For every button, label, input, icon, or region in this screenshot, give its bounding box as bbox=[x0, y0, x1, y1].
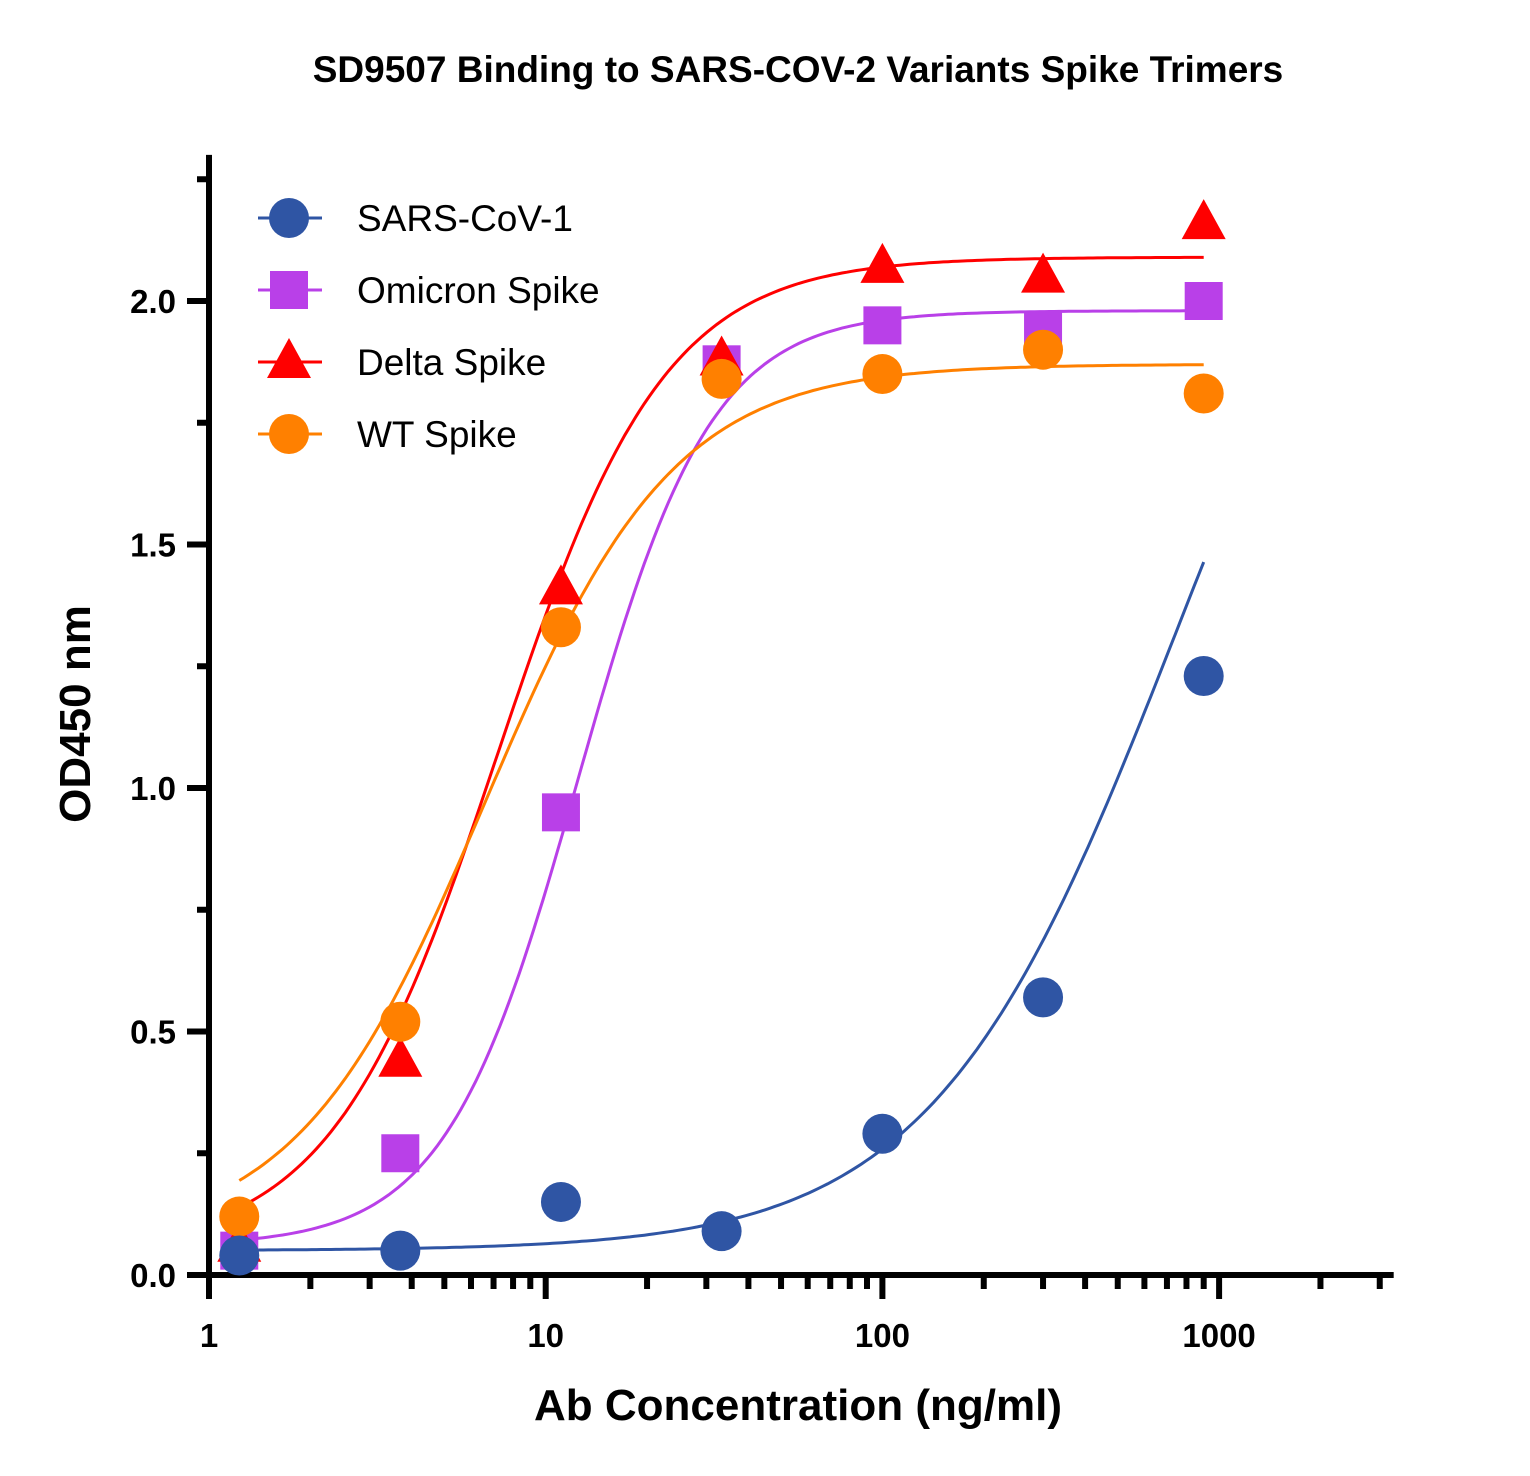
chart-title: SD9507 Binding to SARS-COV-2 Variants Sp… bbox=[313, 49, 1284, 90]
y-axis-label: OD450 nm bbox=[51, 605, 100, 823]
data-point-delta-spike bbox=[538, 564, 583, 605]
data-point-sars-cov-1 bbox=[380, 1230, 421, 1271]
y-tick-label: 2.0 bbox=[130, 283, 176, 320]
data-points bbox=[217, 199, 1226, 1276]
data-point-sars-cov-1 bbox=[862, 1113, 903, 1154]
x-axis-label: Ab Concentration (ng/ml) bbox=[534, 1381, 1062, 1430]
y-tick-label: 0.5 bbox=[130, 1014, 176, 1051]
data-point-sars-cov-1 bbox=[219, 1235, 260, 1276]
data-point-sars-cov-1 bbox=[1023, 977, 1064, 1018]
legend-marker bbox=[270, 271, 308, 309]
legend-marker bbox=[267, 338, 311, 378]
data-point-sars-cov-1 bbox=[540, 1181, 581, 1222]
legend-label: Omicron Spike bbox=[357, 270, 600, 311]
x-tick-label: 1 bbox=[200, 1317, 218, 1354]
fit-curves bbox=[238, 255, 1206, 1252]
y-tick-label: 1.0 bbox=[130, 770, 176, 807]
data-point-omicron-spike bbox=[863, 306, 902, 345]
y-tick-label: 1.5 bbox=[130, 527, 176, 564]
y-tick-label: 0.0 bbox=[130, 1257, 176, 1294]
data-point-sars-cov-1 bbox=[1183, 655, 1224, 696]
data-point-omicron-spike bbox=[381, 1134, 420, 1173]
legend-label: WT Spike bbox=[357, 414, 517, 455]
fit-curve-delta-spike bbox=[238, 255, 1204, 1209]
legend-marker bbox=[269, 198, 309, 238]
legend: SARS-CoV-1 Omicron Spike Delta Spike WT Spi… bbox=[258, 198, 600, 455]
data-point-wt-spike bbox=[1183, 373, 1224, 414]
fit-curve-wt-spike bbox=[238, 363, 1204, 1182]
axes: 1 10 100 1000 0.0 0.5 1.0 1.5 2.0 bbox=[130, 154, 1394, 1354]
data-point-omicron-spike bbox=[541, 793, 580, 832]
x-tick-label: 10 bbox=[527, 1317, 564, 1354]
x-tick-label: 100 bbox=[855, 1317, 910, 1354]
data-point-delta-spike bbox=[860, 242, 905, 283]
data-point-wt-spike bbox=[540, 607, 581, 648]
data-point-wt-spike bbox=[380, 1001, 421, 1042]
x-tick-label: 1000 bbox=[1182, 1317, 1255, 1354]
data-point-delta-spike bbox=[378, 1036, 423, 1077]
data-point-wt-spike bbox=[219, 1196, 260, 1237]
data-point-wt-spike bbox=[1023, 329, 1064, 370]
data-point-delta-spike bbox=[1181, 199, 1226, 240]
data-point-delta-spike bbox=[1021, 252, 1066, 293]
legend-label: Delta Spike bbox=[357, 342, 546, 383]
legend-label: SARS-CoV-1 bbox=[357, 198, 573, 239]
data-point-omicron-spike bbox=[1184, 282, 1223, 320]
data-point-wt-spike bbox=[701, 358, 742, 399]
legend-marker bbox=[269, 414, 309, 454]
data-point-sars-cov-1 bbox=[701, 1211, 742, 1252]
data-point-wt-spike bbox=[862, 354, 903, 395]
